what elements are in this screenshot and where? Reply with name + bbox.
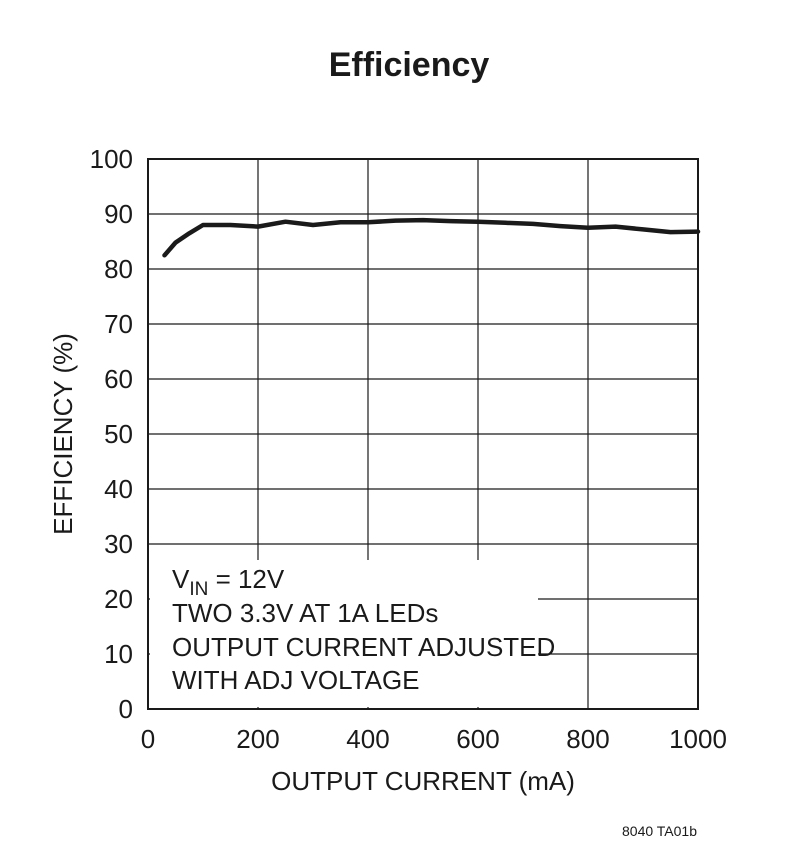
annotation-vin-main: V bbox=[172, 564, 190, 594]
y-tick-label: 0 bbox=[119, 694, 133, 724]
plot-frame bbox=[147, 158, 699, 710]
annotation-background bbox=[150, 560, 538, 707]
annotation-line-1: VIN = 12V bbox=[172, 564, 285, 600]
efficiency-series-line bbox=[162, 217, 701, 258]
y-tick-label: 80 bbox=[104, 254, 133, 284]
y-tick-label: 20 bbox=[104, 584, 133, 614]
y-tick-label: 40 bbox=[104, 474, 133, 504]
y-tick-label: 100 bbox=[90, 144, 133, 174]
x-axis-label: OUTPUT CURRENT (mA) bbox=[271, 766, 575, 796]
x-tick-label: 400 bbox=[346, 724, 389, 754]
annotation-vin-sub: IN bbox=[189, 579, 208, 600]
y-tick-label: 30 bbox=[104, 529, 133, 559]
x-tick-label: 800 bbox=[566, 724, 609, 754]
annotation: VIN = 12V TWO 3.3V AT 1A LEDs OUTPUT CUR… bbox=[172, 564, 555, 695]
y-tick-label: 60 bbox=[104, 364, 133, 394]
y-tick-label: 50 bbox=[104, 419, 133, 449]
annotation-line-2: TWO 3.3V AT 1A LEDs bbox=[172, 598, 438, 628]
x-tick-label: 200 bbox=[236, 724, 279, 754]
y-tick-label: 70 bbox=[104, 309, 133, 339]
x-tick-label: 1000 bbox=[669, 724, 727, 754]
tick-labels: 0 200 400 600 800 1000 0 10 20 30 40 50 60 70 80 90 100 bbox=[90, 144, 727, 754]
y-tick-label: 10 bbox=[104, 639, 133, 669]
series-layer bbox=[162, 217, 701, 258]
annotation-line-3: OUTPUT CURRENT ADJUSTED bbox=[172, 632, 555, 662]
annotation-line-4: WITH ADJ VOLTAGE bbox=[172, 665, 420, 695]
x-tick-label: 600 bbox=[456, 724, 499, 754]
annotation-vin-value: = 12V bbox=[208, 564, 285, 594]
figure-id: 8040 TA01b bbox=[622, 823, 697, 839]
y-tick-label: 90 bbox=[104, 199, 133, 229]
chart-title: Efficiency bbox=[329, 46, 490, 84]
x-tick-label: 0 bbox=[141, 724, 155, 754]
y-axis-label: EFFICIENCY (%) bbox=[48, 333, 78, 535]
